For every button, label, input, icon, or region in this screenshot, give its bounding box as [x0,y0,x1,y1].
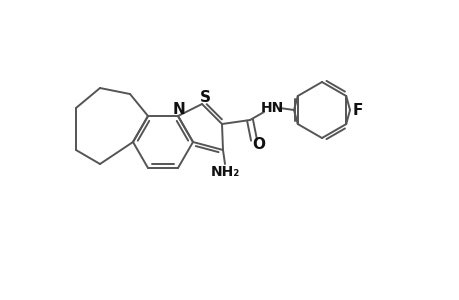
Text: NH₂: NH₂ [210,165,239,179]
Text: O: O [252,136,265,152]
Text: S: S [199,89,210,104]
Text: HN: HN [260,101,283,115]
Text: N: N [172,101,185,116]
Text: F: F [352,103,363,118]
